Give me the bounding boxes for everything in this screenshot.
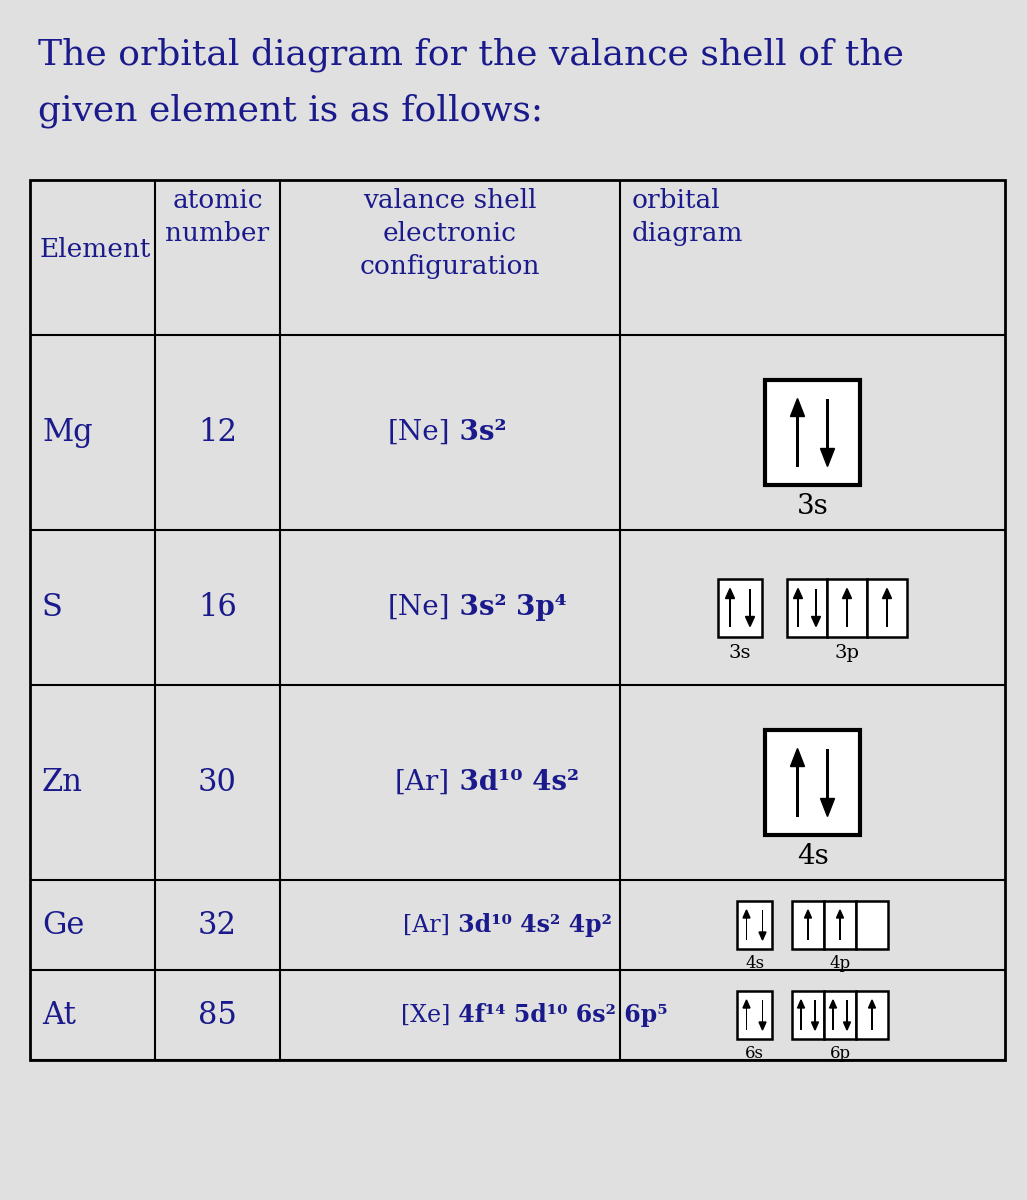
Polygon shape	[743, 1000, 750, 1008]
Text: [Ar]: [Ar]	[394, 769, 450, 796]
Polygon shape	[798, 1000, 804, 1008]
Polygon shape	[794, 588, 802, 599]
Bar	[729, 599, 731, 626]
Polygon shape	[811, 1022, 819, 1030]
Bar	[814, 588, 817, 617]
Text: [Ar]: [Ar]	[404, 913, 450, 936]
Text: 3s² 3p⁴: 3s² 3p⁴	[450, 594, 567, 622]
Text: S: S	[42, 592, 63, 623]
Text: 4p: 4p	[830, 955, 850, 972]
Text: 3p: 3p	[835, 643, 860, 661]
Text: atomic
number: atomic number	[165, 188, 269, 246]
Bar	[762, 910, 763, 932]
Bar	[886, 599, 888, 626]
Text: 6p: 6p	[830, 1045, 850, 1062]
Polygon shape	[804, 910, 811, 918]
Text: valance shell
electronic
configuration: valance shell electronic configuration	[359, 188, 540, 278]
Bar	[792, 901, 824, 949]
Bar	[807, 918, 809, 940]
Text: 3d¹⁰ 4s²: 3d¹⁰ 4s²	[450, 769, 579, 796]
Text: 3s²: 3s²	[450, 419, 506, 446]
Text: [Xe]: [Xe]	[401, 1003, 450, 1026]
Bar	[792, 991, 824, 1039]
Bar	[796, 767, 799, 816]
Bar	[867, 578, 907, 636]
Text: [Ne]: [Ne]	[387, 594, 450, 622]
Text: given element is as follows:: given element is as follows:	[38, 92, 543, 127]
Polygon shape	[791, 398, 804, 416]
Bar	[30, 180, 1005, 1060]
Bar	[787, 578, 827, 636]
Text: 30: 30	[198, 767, 237, 798]
Polygon shape	[725, 588, 734, 599]
Text: 3s: 3s	[729, 643, 751, 661]
Polygon shape	[830, 1000, 837, 1008]
Text: Ge: Ge	[42, 910, 84, 941]
Bar	[737, 901, 772, 949]
Bar	[800, 1008, 802, 1030]
Bar	[839, 918, 841, 940]
Bar	[855, 991, 888, 1039]
Polygon shape	[869, 1000, 875, 1008]
Bar	[871, 1008, 873, 1030]
Text: Mg: Mg	[42, 416, 92, 448]
Text: 16: 16	[198, 592, 237, 623]
Text: orbital
diagram: orbital diagram	[632, 188, 744, 246]
Bar	[846, 1000, 848, 1022]
Text: The orbital diagram for the valance shell of the: The orbital diagram for the valance shel…	[38, 38, 904, 72]
Polygon shape	[837, 910, 843, 918]
Text: 4s: 4s	[745, 955, 764, 972]
Bar	[855, 901, 888, 949]
Polygon shape	[759, 1022, 766, 1030]
Bar	[824, 991, 855, 1039]
Polygon shape	[843, 1022, 850, 1030]
Polygon shape	[791, 749, 804, 767]
Bar	[824, 901, 855, 949]
Polygon shape	[821, 798, 835, 816]
Bar	[762, 1000, 763, 1022]
Bar	[796, 416, 799, 467]
Text: Element: Element	[40, 236, 151, 262]
Bar	[765, 730, 860, 835]
Polygon shape	[842, 588, 851, 599]
Text: [Ne]: [Ne]	[387, 419, 450, 446]
Bar	[832, 1008, 834, 1030]
Bar	[814, 1000, 815, 1022]
Bar	[797, 599, 799, 626]
Text: 85: 85	[198, 1000, 237, 1031]
Bar	[718, 578, 762, 636]
Bar	[765, 380, 860, 485]
Bar	[746, 918, 748, 940]
Polygon shape	[759, 932, 766, 940]
Bar	[749, 588, 751, 617]
Text: 3s: 3s	[797, 493, 829, 520]
Text: 12: 12	[198, 416, 237, 448]
Text: Zn: Zn	[42, 767, 83, 798]
Text: 3d¹⁰ 4s² 4p²: 3d¹⁰ 4s² 4p²	[450, 913, 612, 937]
Text: At: At	[42, 1000, 76, 1031]
Polygon shape	[746, 617, 755, 626]
Text: 4s: 4s	[797, 842, 829, 870]
Polygon shape	[743, 910, 750, 918]
Bar	[737, 991, 772, 1039]
Bar	[826, 398, 829, 449]
Bar	[746, 1008, 748, 1030]
Text: 4f¹⁴ 5d¹⁰ 6s² 6p⁵: 4f¹⁴ 5d¹⁰ 6s² 6p⁵	[450, 1003, 668, 1027]
Polygon shape	[882, 588, 891, 599]
Bar	[846, 599, 848, 626]
Bar	[826, 749, 829, 798]
Polygon shape	[811, 617, 821, 626]
Polygon shape	[821, 449, 835, 467]
Text: 6s: 6s	[745, 1045, 764, 1062]
Text: 32: 32	[198, 910, 237, 941]
Bar	[827, 578, 867, 636]
